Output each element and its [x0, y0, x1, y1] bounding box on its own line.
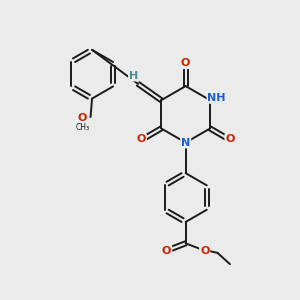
Text: H: H: [129, 70, 138, 80]
Text: O: O: [136, 134, 146, 144]
Text: O: O: [77, 113, 87, 124]
Text: O: O: [162, 246, 171, 256]
Text: O: O: [181, 58, 190, 68]
Text: NH: NH: [207, 93, 226, 103]
Text: O: O: [225, 134, 235, 144]
Text: CH₃: CH₃: [75, 123, 89, 132]
Text: O: O: [200, 246, 209, 256]
Text: N: N: [181, 138, 190, 148]
